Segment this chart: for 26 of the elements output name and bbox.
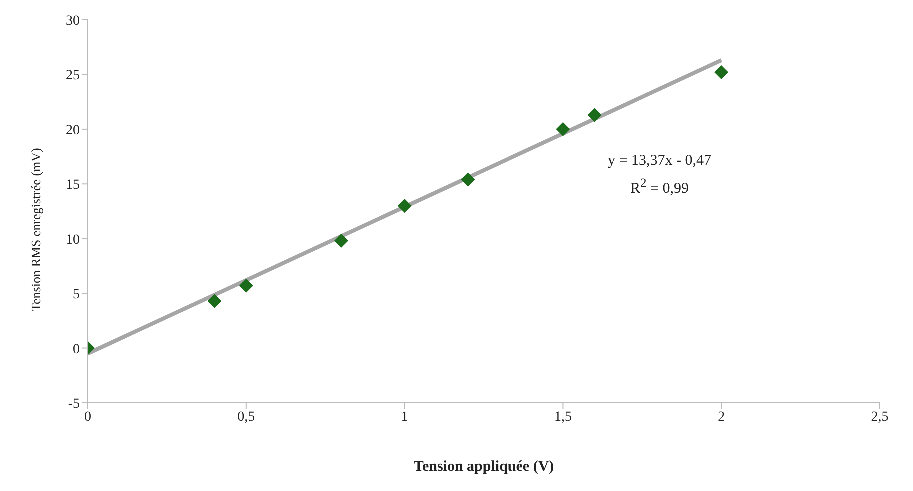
y-tick-label: 25 [66, 68, 80, 84]
point [398, 199, 412, 214]
x-tick-label: 2,5 [871, 410, 889, 425]
x-tick-label: 0 [84, 410, 92, 425]
x-tick-label: 0,5 [238, 410, 256, 425]
annotation: y = 13,37x - 0,47 [608, 152, 712, 171]
y-tick-label: 10 [66, 232, 80, 248]
y-axis-title: Tension RMS enregistrée (mV) [28, 148, 44, 312]
point [334, 234, 348, 248]
point [556, 122, 570, 136]
point [588, 108, 602, 122]
point [208, 294, 222, 308]
point [239, 278, 254, 293]
y-tick-label: -5 [68, 396, 80, 412]
point [461, 172, 476, 187]
y-tick-label: 5 [73, 288, 80, 303]
y-tick-label: 20 [66, 123, 80, 138]
x-tick-label: 1,5 [554, 410, 572, 425]
x-tick-label: 1 [401, 410, 408, 425]
x-axis-title: Tension appliquée (V) [414, 459, 554, 475]
point [714, 66, 729, 80]
y-tick-label: 15 [66, 178, 80, 194]
x-tick-label: 2 [718, 410, 726, 425]
y-tick-label: 30 [66, 14, 80, 29]
annotation: R$^{2}$ = 0,99 [629, 175, 690, 199]
y-tick-label: 0 [73, 342, 80, 358]
